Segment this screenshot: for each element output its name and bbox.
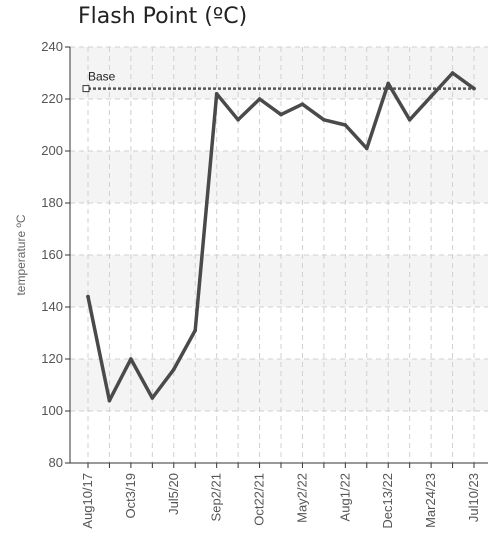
background-band [70, 151, 488, 203]
y-tick-label: 240 [41, 39, 63, 54]
x-tick-label: Jul5/20 [166, 473, 181, 515]
data-point [171, 367, 176, 372]
y-tick-label: 120 [41, 351, 63, 366]
data-point [300, 102, 305, 106]
y-tick-label: 80 [49, 455, 63, 470]
x-tick-labels: Aug10/17 Oct3/19 Jul5/20 Sep2/21 Oct22/21 May… [80, 473, 481, 529]
base-marker [82, 85, 90, 93]
data-point [107, 398, 112, 403]
data-point [472, 86, 476, 91]
data-point [343, 123, 348, 127]
y-tick-label: 100 [41, 403, 63, 418]
background-band [70, 359, 488, 411]
y-tick-label: 140 [41, 299, 63, 314]
y-tick-labels: 80 100 120 140 160 180 200 220 240 [41, 39, 63, 470]
data-point [429, 94, 433, 99]
data-point [279, 112, 283, 117]
background-bands [70, 47, 488, 411]
data-point [386, 81, 391, 86]
x-tick-label: May2/22 [294, 473, 309, 523]
base-label: Base [88, 70, 116, 84]
x-tick-label: Jul10/23 [466, 473, 481, 522]
y-tick-label: 220 [41, 91, 63, 106]
series-group [86, 71, 476, 403]
x-tick-label: Aug10/17 [80, 473, 95, 529]
y-tick-label: 180 [41, 195, 63, 210]
background-band [70, 47, 488, 99]
data-point [322, 118, 326, 122]
y-axis-title: temperature ºC [14, 214, 28, 295]
y-tick-label: 200 [41, 143, 63, 158]
data-point [450, 71, 455, 75]
chart-title: Flash Point (ºC) [78, 4, 248, 29]
background-band [70, 255, 488, 307]
data-point [214, 92, 219, 96]
data-point [407, 118, 412, 122]
data-point [364, 146, 369, 151]
data-point [86, 294, 90, 299]
data-point [150, 396, 155, 400]
x-tick-label: Sep2/21 [209, 473, 224, 521]
data-point [193, 328, 198, 333]
x-tick-label: Oct22/21 [252, 473, 267, 526]
x-tick-label: Dec13/22 [380, 473, 395, 529]
x-tick-label: Oct3/19 [123, 473, 138, 519]
y-tick-label: 160 [41, 247, 63, 262]
data-point [236, 118, 240, 122]
data-point [129, 357, 133, 361]
x-tick-label: Aug1/22 [337, 473, 352, 521]
x-tick-label: Mar24/23 [423, 473, 438, 528]
axes [69, 47, 488, 464]
data-point [257, 97, 262, 101]
base-reference: Base [82, 70, 474, 93]
